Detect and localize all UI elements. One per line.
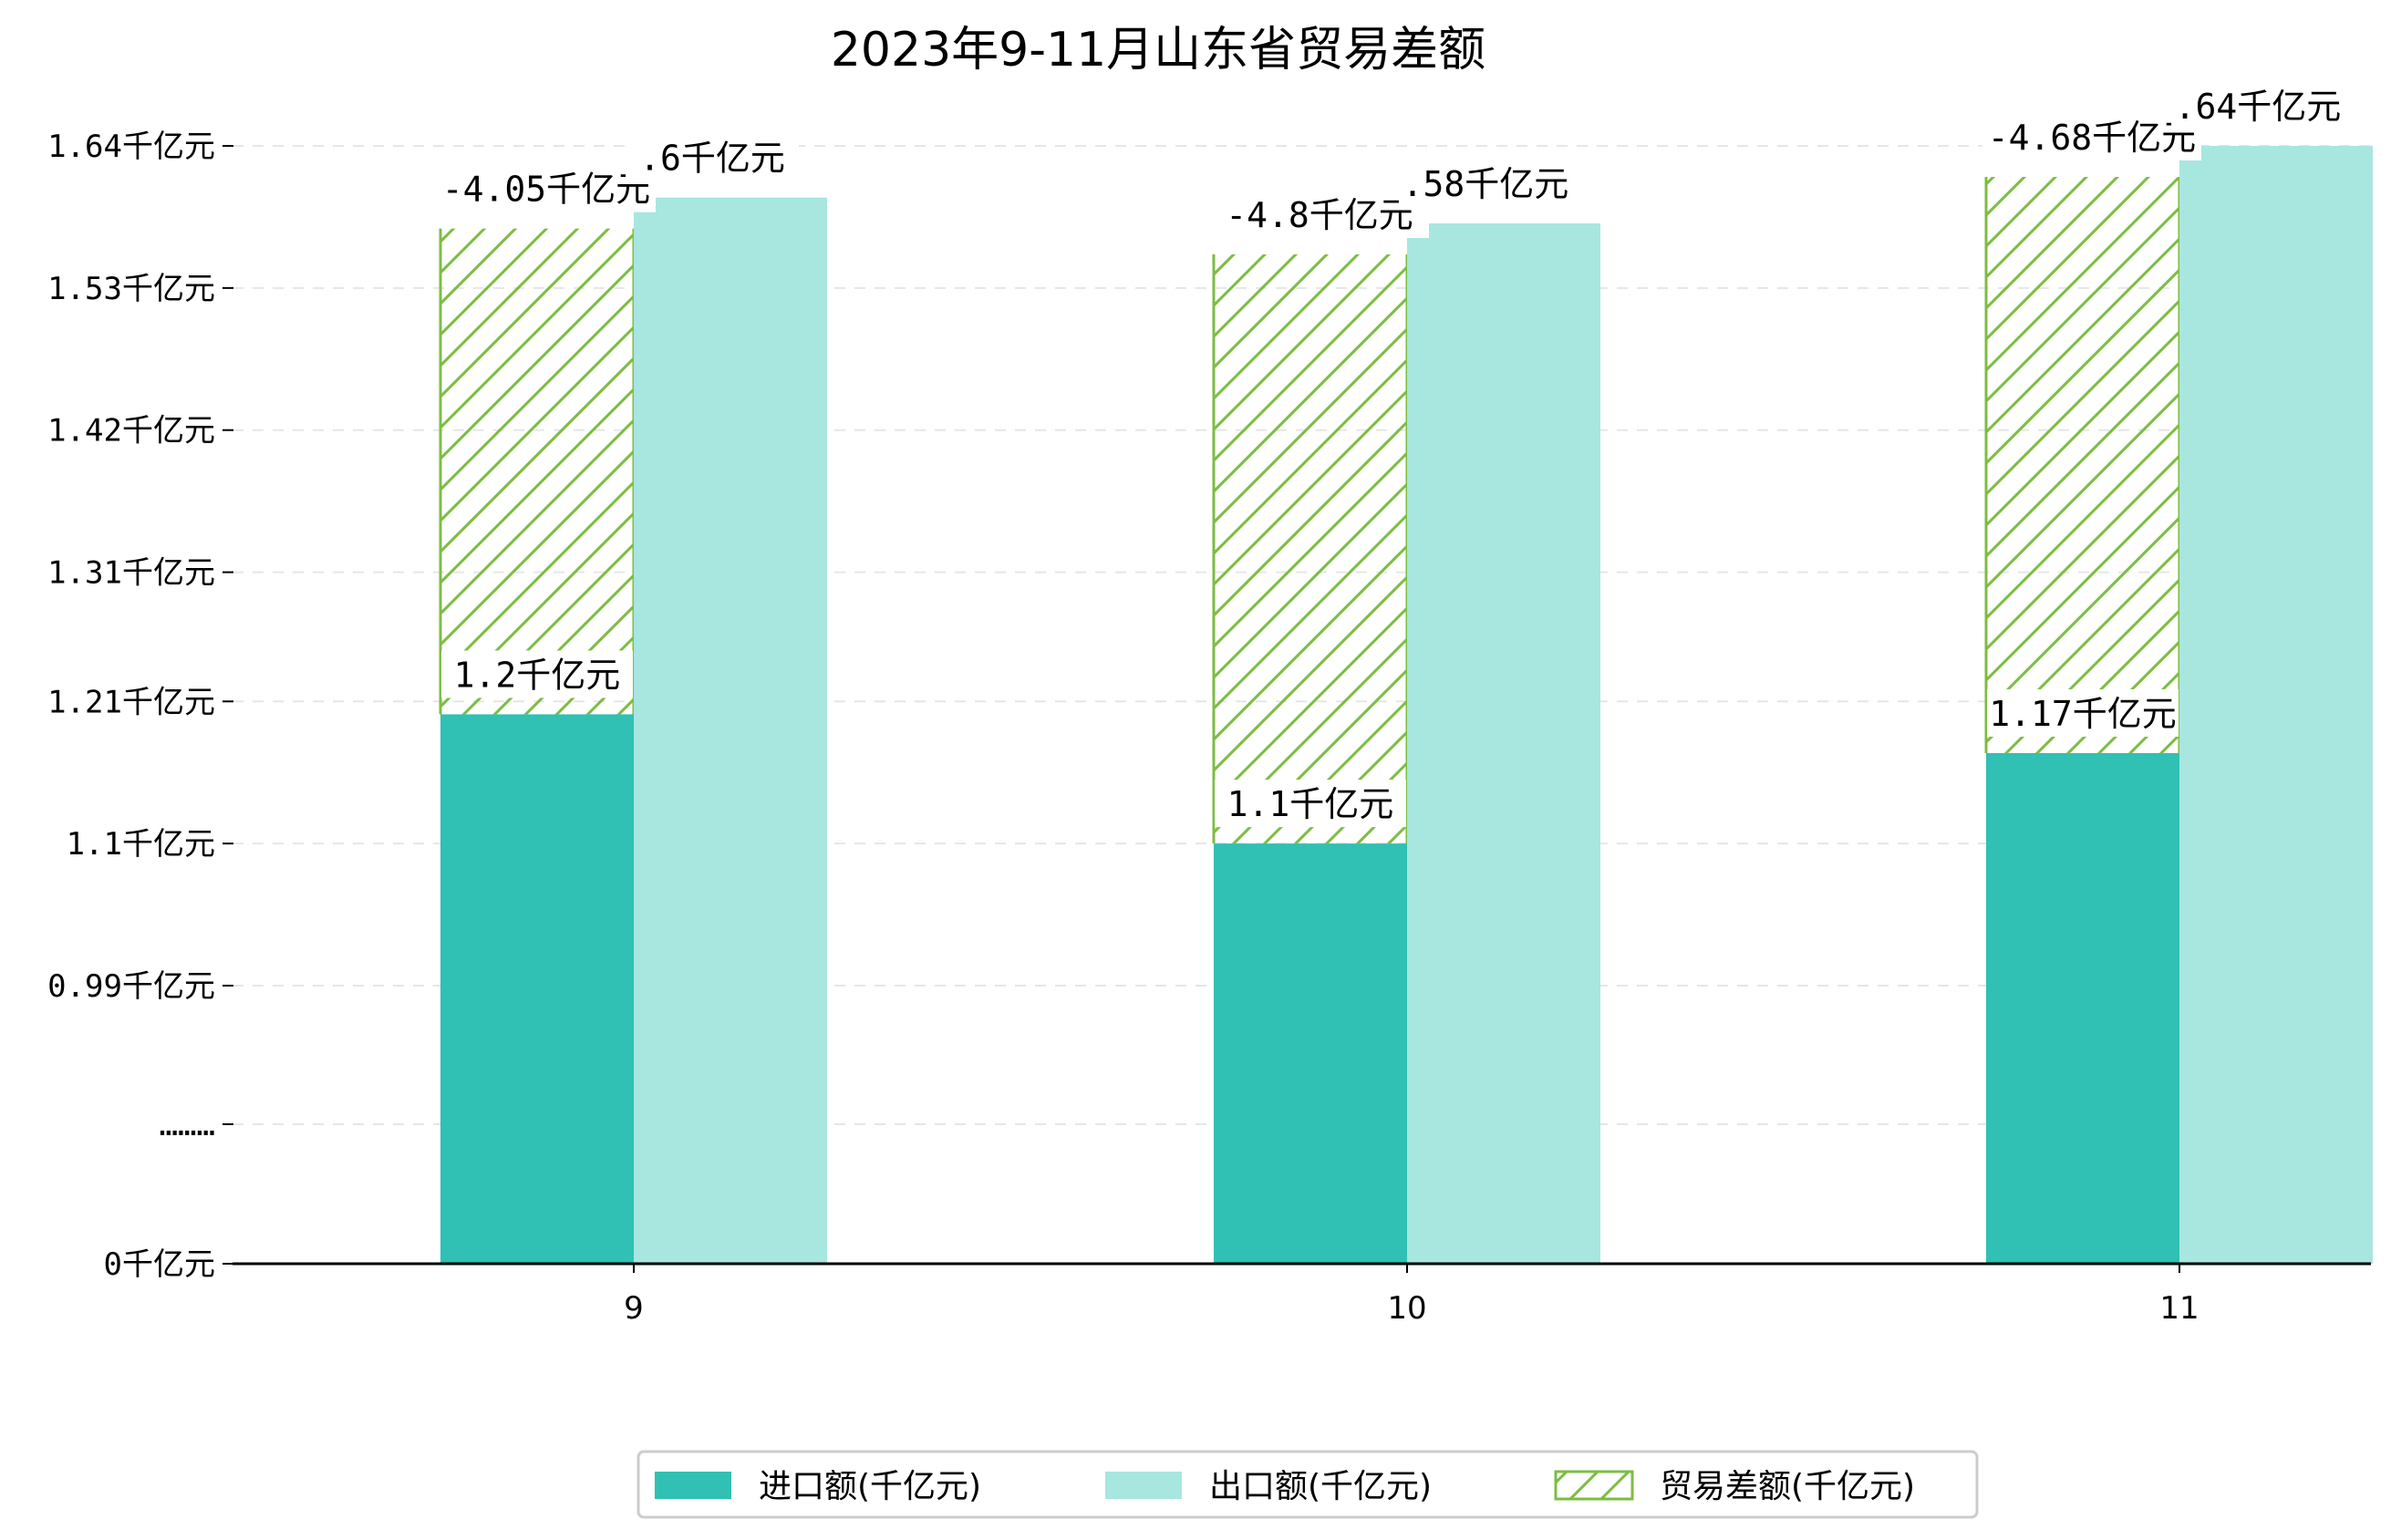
data-label-bg [2171, 82, 2344, 129]
data-label-bg [626, 133, 799, 181]
legend-label: 贸易差额(千亿元) [1660, 1468, 1915, 1505]
data-label: 1.1千亿元 [1227, 784, 1394, 824]
y-tick-label: ……… [160, 1107, 215, 1143]
bar-trade-balance [1986, 177, 2179, 753]
x-tick-label: 10 [1387, 1290, 1426, 1327]
bar-export [1407, 223, 1600, 1264]
data-label-bg [1982, 113, 2201, 160]
bar-trade-balance [1214, 254, 1407, 844]
legend-swatch [655, 1472, 731, 1499]
y-tick-label: 1.64千亿元 [47, 129, 215, 165]
data-label-bg [441, 650, 633, 698]
data-label: .64千亿元 [2175, 87, 2342, 127]
y-tick-label: 1.31千亿元 [47, 555, 215, 592]
data-label: .6千亿元 [639, 139, 785, 179]
y-tick-label: 1.53千亿元 [47, 271, 215, 307]
data-label-bg [1399, 160, 1572, 208]
data-label: 1.17千亿元 [1989, 694, 2177, 734]
bar-trade-balance [440, 228, 634, 715]
y-tick-label: 1.42千亿元 [47, 413, 215, 450]
bar-import [1214, 843, 1407, 1264]
data-label: 1.2千亿元 [454, 655, 621, 695]
data-label: -4.8千亿元 [1226, 195, 1413, 235]
bar-export [2179, 146, 2373, 1264]
data-label-bg [1987, 688, 2179, 737]
bar-import [1986, 752, 2179, 1264]
chart-title: 2023年9-11月山东省贸易差额 [831, 23, 1485, 78]
data-label-bg [437, 164, 656, 212]
y-tick-label: 1.21千亿元 [47, 684, 215, 720]
bar-import [440, 714, 634, 1264]
data-label-bg [1215, 780, 1406, 828]
y-tick-label: 0.99千亿元 [47, 968, 215, 1005]
bars [439, 146, 2373, 1265]
legend-label: 出口额(千亿元) [1209, 1468, 1432, 1505]
legend-swatch [1554, 1470, 1634, 1501]
y-tick-label: 0千亿元 [104, 1246, 215, 1283]
data-label: -4.05千亿元 [442, 170, 650, 210]
legend: 进口额(千亿元) 出口额(千亿元) 贸易差额(千亿元) [637, 1450, 1979, 1519]
axes: 0千亿元 ……… 0.99千亿元 1.1千亿元 1.21千亿元 1.31千亿元 1.42千亿… [47, 129, 2371, 1327]
x-tick-label: 9 [624, 1290, 644, 1327]
y-tick-label: 1.1千亿元 [67, 826, 215, 863]
legend-frame [637, 1450, 1979, 1519]
data-label-bg [1210, 191, 1429, 239]
bar-export [634, 197, 827, 1265]
data-label: .58千亿元 [1403, 164, 1569, 204]
legend-label: 进口额(千亿元) [759, 1468, 981, 1505]
x-tick-label: 11 [2159, 1290, 2199, 1327]
data-labels: 1.2千亿元 -4.05千亿元.6千亿元 1.1千亿元 -4.8千亿元.58千亿元 1.… [437, 82, 2344, 828]
data-label: -4.68千亿元 [1988, 118, 2196, 158]
legend-swatch [1105, 1472, 1182, 1499]
